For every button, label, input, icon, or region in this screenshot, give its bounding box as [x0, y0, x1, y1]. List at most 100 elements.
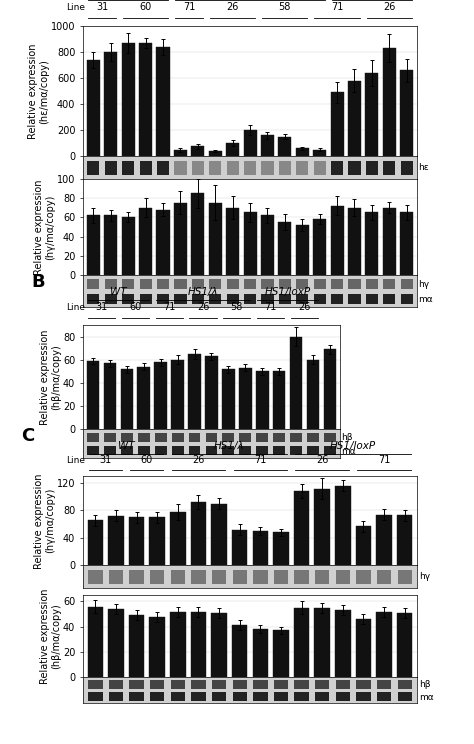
Bar: [122, 294, 134, 304]
Bar: [188, 354, 201, 429]
Text: hγ: hγ: [419, 572, 430, 581]
Bar: [87, 294, 100, 304]
Text: 26: 26: [298, 301, 310, 312]
Bar: [209, 202, 222, 275]
Y-axis label: Relative expression
(hγ/mα/copy): Relative expression (hγ/mα/copy): [34, 179, 55, 275]
Bar: [356, 619, 371, 677]
Bar: [400, 70, 413, 156]
Bar: [209, 161, 221, 175]
Bar: [104, 363, 116, 429]
Bar: [366, 294, 378, 304]
Bar: [174, 202, 187, 275]
Bar: [105, 279, 117, 289]
Text: HS1/λ: HS1/λ: [188, 287, 219, 297]
Text: Line: Line: [65, 303, 85, 312]
Bar: [274, 693, 288, 701]
Bar: [171, 693, 185, 701]
Text: 71: 71: [331, 1, 343, 12]
Bar: [330, 205, 344, 275]
Bar: [261, 215, 274, 275]
Bar: [104, 215, 118, 275]
Y-axis label: Relative expression
(hγ/mα/copy): Relative expression (hγ/mα/copy): [34, 473, 55, 568]
Text: 31: 31: [96, 1, 108, 12]
Bar: [331, 294, 343, 304]
Bar: [139, 294, 152, 304]
Bar: [331, 279, 343, 289]
Bar: [273, 433, 285, 442]
Bar: [150, 570, 164, 585]
Bar: [294, 680, 309, 689]
Bar: [139, 279, 152, 289]
Bar: [88, 693, 102, 701]
Bar: [226, 208, 239, 275]
Bar: [273, 371, 285, 429]
Bar: [315, 693, 329, 701]
Bar: [348, 294, 361, 304]
Text: 26: 26: [227, 1, 239, 12]
Bar: [156, 47, 170, 156]
Bar: [314, 489, 330, 565]
Text: WT: WT: [110, 287, 127, 297]
Text: hγ: hγ: [419, 280, 429, 289]
Bar: [256, 371, 269, 429]
Bar: [172, 446, 183, 455]
Bar: [261, 294, 273, 304]
Bar: [227, 294, 239, 304]
Bar: [331, 161, 343, 175]
Text: 31: 31: [100, 455, 112, 464]
Bar: [174, 279, 186, 289]
Bar: [212, 693, 226, 701]
Bar: [256, 433, 268, 442]
Bar: [155, 433, 167, 442]
Text: 58: 58: [231, 301, 243, 312]
Bar: [314, 608, 330, 677]
Bar: [150, 680, 164, 689]
Bar: [315, 570, 329, 585]
Bar: [174, 150, 187, 156]
Bar: [172, 433, 183, 442]
Bar: [233, 693, 247, 701]
Bar: [138, 446, 150, 455]
Bar: [253, 570, 267, 585]
Bar: [157, 279, 169, 289]
Bar: [227, 161, 239, 175]
Bar: [139, 208, 152, 275]
Bar: [87, 215, 100, 275]
Bar: [191, 680, 206, 689]
Text: 60: 60: [139, 1, 152, 12]
Bar: [191, 612, 206, 677]
Bar: [244, 294, 256, 304]
Bar: [239, 433, 251, 442]
Bar: [279, 294, 291, 304]
Bar: [171, 360, 184, 429]
Bar: [366, 279, 378, 289]
Bar: [383, 294, 395, 304]
Bar: [313, 219, 326, 275]
Bar: [222, 433, 234, 442]
Bar: [170, 612, 186, 677]
Bar: [366, 161, 378, 175]
Bar: [348, 279, 361, 289]
Bar: [330, 92, 344, 156]
Bar: [191, 294, 204, 304]
Text: hβ: hβ: [419, 680, 430, 689]
Bar: [244, 212, 256, 275]
Bar: [356, 693, 371, 701]
Bar: [222, 369, 235, 429]
Text: 71: 71: [183, 1, 195, 12]
Bar: [156, 210, 170, 275]
Bar: [397, 516, 412, 565]
Bar: [191, 279, 204, 289]
Bar: [104, 446, 116, 455]
Bar: [377, 680, 392, 689]
Bar: [109, 693, 123, 701]
Bar: [129, 693, 144, 701]
Bar: [212, 680, 226, 689]
Bar: [278, 137, 292, 156]
Bar: [244, 161, 256, 175]
Text: 60: 60: [129, 301, 142, 312]
Bar: [307, 360, 319, 429]
Bar: [383, 279, 395, 289]
Bar: [109, 680, 123, 689]
Bar: [294, 491, 310, 565]
